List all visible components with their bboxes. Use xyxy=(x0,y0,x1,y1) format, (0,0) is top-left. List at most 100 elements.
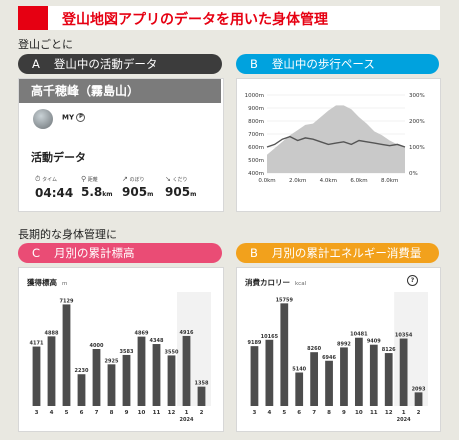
activity-card: 高千穂峰（霧島山） MY P 活動データ ⏱ タイム 04:44 ⚲ 距離 5.… xyxy=(18,78,224,212)
elevation-value-label: 4888 xyxy=(45,330,59,336)
elevation-bar xyxy=(32,346,41,406)
stat-descent-label: くだり xyxy=(172,177,188,183)
energy-month-label: 10 xyxy=(355,410,363,416)
energy-chart-title: 消費カロリー kcal xyxy=(245,277,306,288)
pace-x-tick: 0.0km xyxy=(258,178,275,184)
energy-bar xyxy=(384,353,393,406)
pace-y-tick-right: 100% xyxy=(409,145,425,151)
elevation-month-label: 9 xyxy=(125,410,129,416)
energy-value-label: 9409 xyxy=(367,339,381,345)
pace-x-tick: 2.0km xyxy=(289,178,306,184)
elevation-bar xyxy=(182,335,191,406)
panel-b-label: 登山中の歩行ペース xyxy=(271,57,375,71)
elevation-month-label: 4 xyxy=(50,410,54,416)
elevation-value-label: 4869 xyxy=(135,331,149,337)
panel-energy-label: 月別の累計エネルギー消費量 xyxy=(271,246,422,260)
energy-bar xyxy=(369,344,378,406)
energy-bar-chart: 9189 3 10165 4 15759 5 5140 6 8260 7 6946 8 8992 9 104… xyxy=(247,292,428,423)
elevation-bar xyxy=(122,354,131,406)
pace-y-tick-right: 300% xyxy=(409,93,425,99)
energy-value-label: 6946 xyxy=(322,355,336,361)
energy-bar xyxy=(295,372,304,406)
energy-value-label: 10481 xyxy=(350,332,368,338)
energy-month-label: 12 xyxy=(385,410,393,416)
energy-month-label: 7 xyxy=(312,410,316,416)
elevation-value-label: 4916 xyxy=(180,330,194,336)
elevation-year-label: 2024 xyxy=(180,417,194,423)
energy-month-label: 4 xyxy=(267,410,271,416)
section-per-climb-label: 登山ごとに xyxy=(18,38,73,51)
energy-value-label: 15759 xyxy=(276,297,294,303)
avatar[interactable] xyxy=(33,109,53,129)
panel-energy-header: B 月別の累計エネルギー消費量 xyxy=(236,243,439,263)
route-icon: ⚲ xyxy=(81,175,87,183)
pace-y-tick-left: 400m xyxy=(248,171,264,177)
pace-x-tick: 4.0km xyxy=(320,178,337,184)
energy-bar xyxy=(265,339,274,406)
title-accent-block xyxy=(18,6,48,30)
pace-x-tick: 8.0km xyxy=(381,178,398,184)
elevation-value-label: 7129 xyxy=(60,298,74,304)
user-badge-icon: P xyxy=(76,113,86,122)
energy-bar xyxy=(325,360,333,406)
page-title: 登山地図アプリのデータを用いた身体管理 xyxy=(62,12,328,28)
elevation-recent-highlight xyxy=(177,292,211,406)
elevation-value-label: 4000 xyxy=(90,343,104,349)
elevation-bar xyxy=(47,336,56,406)
elevation-month-label: 1 xyxy=(185,410,189,416)
pace-line xyxy=(266,135,406,148)
elevation-value-label: 4348 xyxy=(150,338,164,344)
elevation-month-label: 12 xyxy=(168,410,176,416)
pace-y-tick-left: 800m xyxy=(248,119,264,125)
clock-icon: ⏱ xyxy=(35,175,41,183)
stat-distance: ⚲ 距離 5.8km xyxy=(81,175,113,199)
energy-value-label: 8126 xyxy=(382,347,396,353)
elevation-bar xyxy=(62,304,71,406)
elevation-month-label: 8 xyxy=(110,410,114,416)
elevation-month-label: 6 xyxy=(80,410,84,416)
elevation-value-label: 2230 xyxy=(75,368,89,374)
panel-a-header: A 登山中の活動データ xyxy=(18,54,222,74)
elevation-chart-title-text: 獲得標高 xyxy=(27,278,57,287)
user-name[interactable]: MY P xyxy=(62,113,86,122)
stat-ascent-value: 905 xyxy=(122,185,148,199)
energy-value-label: 8260 xyxy=(307,346,321,352)
pace-y-tick-right: 200% xyxy=(409,119,425,125)
energy-bar xyxy=(310,352,319,406)
elevation-value-label: 4171 xyxy=(30,341,44,347)
energy-month-label: 5 xyxy=(282,410,286,416)
pace-x-tick: 6.0km xyxy=(350,178,367,184)
elevation-month-label: 7 xyxy=(95,410,99,416)
stat-time-value: 04:44 xyxy=(35,186,74,200)
pace-chart: 1000m 900m 800m 700m 600m 500m 400m 300% 200% 100… xyxy=(245,93,425,184)
stat-time-label: タイム xyxy=(42,177,57,183)
energy-value-label: 10165 xyxy=(261,334,279,340)
energy-value-label: 2093 xyxy=(412,386,426,392)
energy-year-label: 2024 xyxy=(397,417,411,423)
activity-section-title: 活動データ xyxy=(31,151,86,164)
elevation-bar xyxy=(77,374,86,406)
pace-y-tick-right: 0% xyxy=(409,171,418,177)
energy-month-label: 1 xyxy=(402,410,406,416)
stat-ascent-unit: m xyxy=(147,191,154,198)
energy-bar xyxy=(399,338,408,406)
elevation-bar xyxy=(107,364,116,406)
elevation-bar xyxy=(197,386,206,406)
panel-b-header: B 登山中の歩行ペース xyxy=(236,54,439,74)
stat-ascent: ↗ のぼり 905m xyxy=(122,175,153,199)
user-name-label: MY xyxy=(62,113,75,122)
panel-c-label: 月別の累計標高 xyxy=(54,246,135,260)
energy-month-label: 11 xyxy=(370,410,378,416)
pace-elevation-area xyxy=(267,105,405,173)
elevation-chart-card: 獲得標高 m 4171 3 4888 4 7129 5 2230 6 4000 7 2925 8 3583… xyxy=(18,267,224,432)
energy-bar xyxy=(354,337,363,406)
elevation-value-label: 3583 xyxy=(120,349,134,355)
pace-y-tick-left: 700m xyxy=(248,132,264,138)
elevation-bar xyxy=(137,336,146,406)
stat-distance-value: 5.8 xyxy=(81,185,103,199)
panel-c-letter: C xyxy=(32,246,41,260)
energy-bar xyxy=(280,303,289,406)
elevation-value-label: 1358 xyxy=(195,381,209,387)
elevation-chart-title: 獲得標高 m xyxy=(27,277,67,288)
help-icon[interactable]: ? xyxy=(407,275,418,286)
